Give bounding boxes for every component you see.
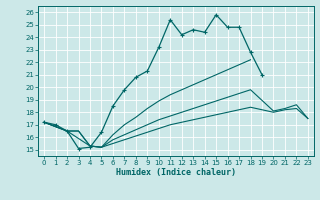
X-axis label: Humidex (Indice chaleur): Humidex (Indice chaleur) (116, 168, 236, 177)
